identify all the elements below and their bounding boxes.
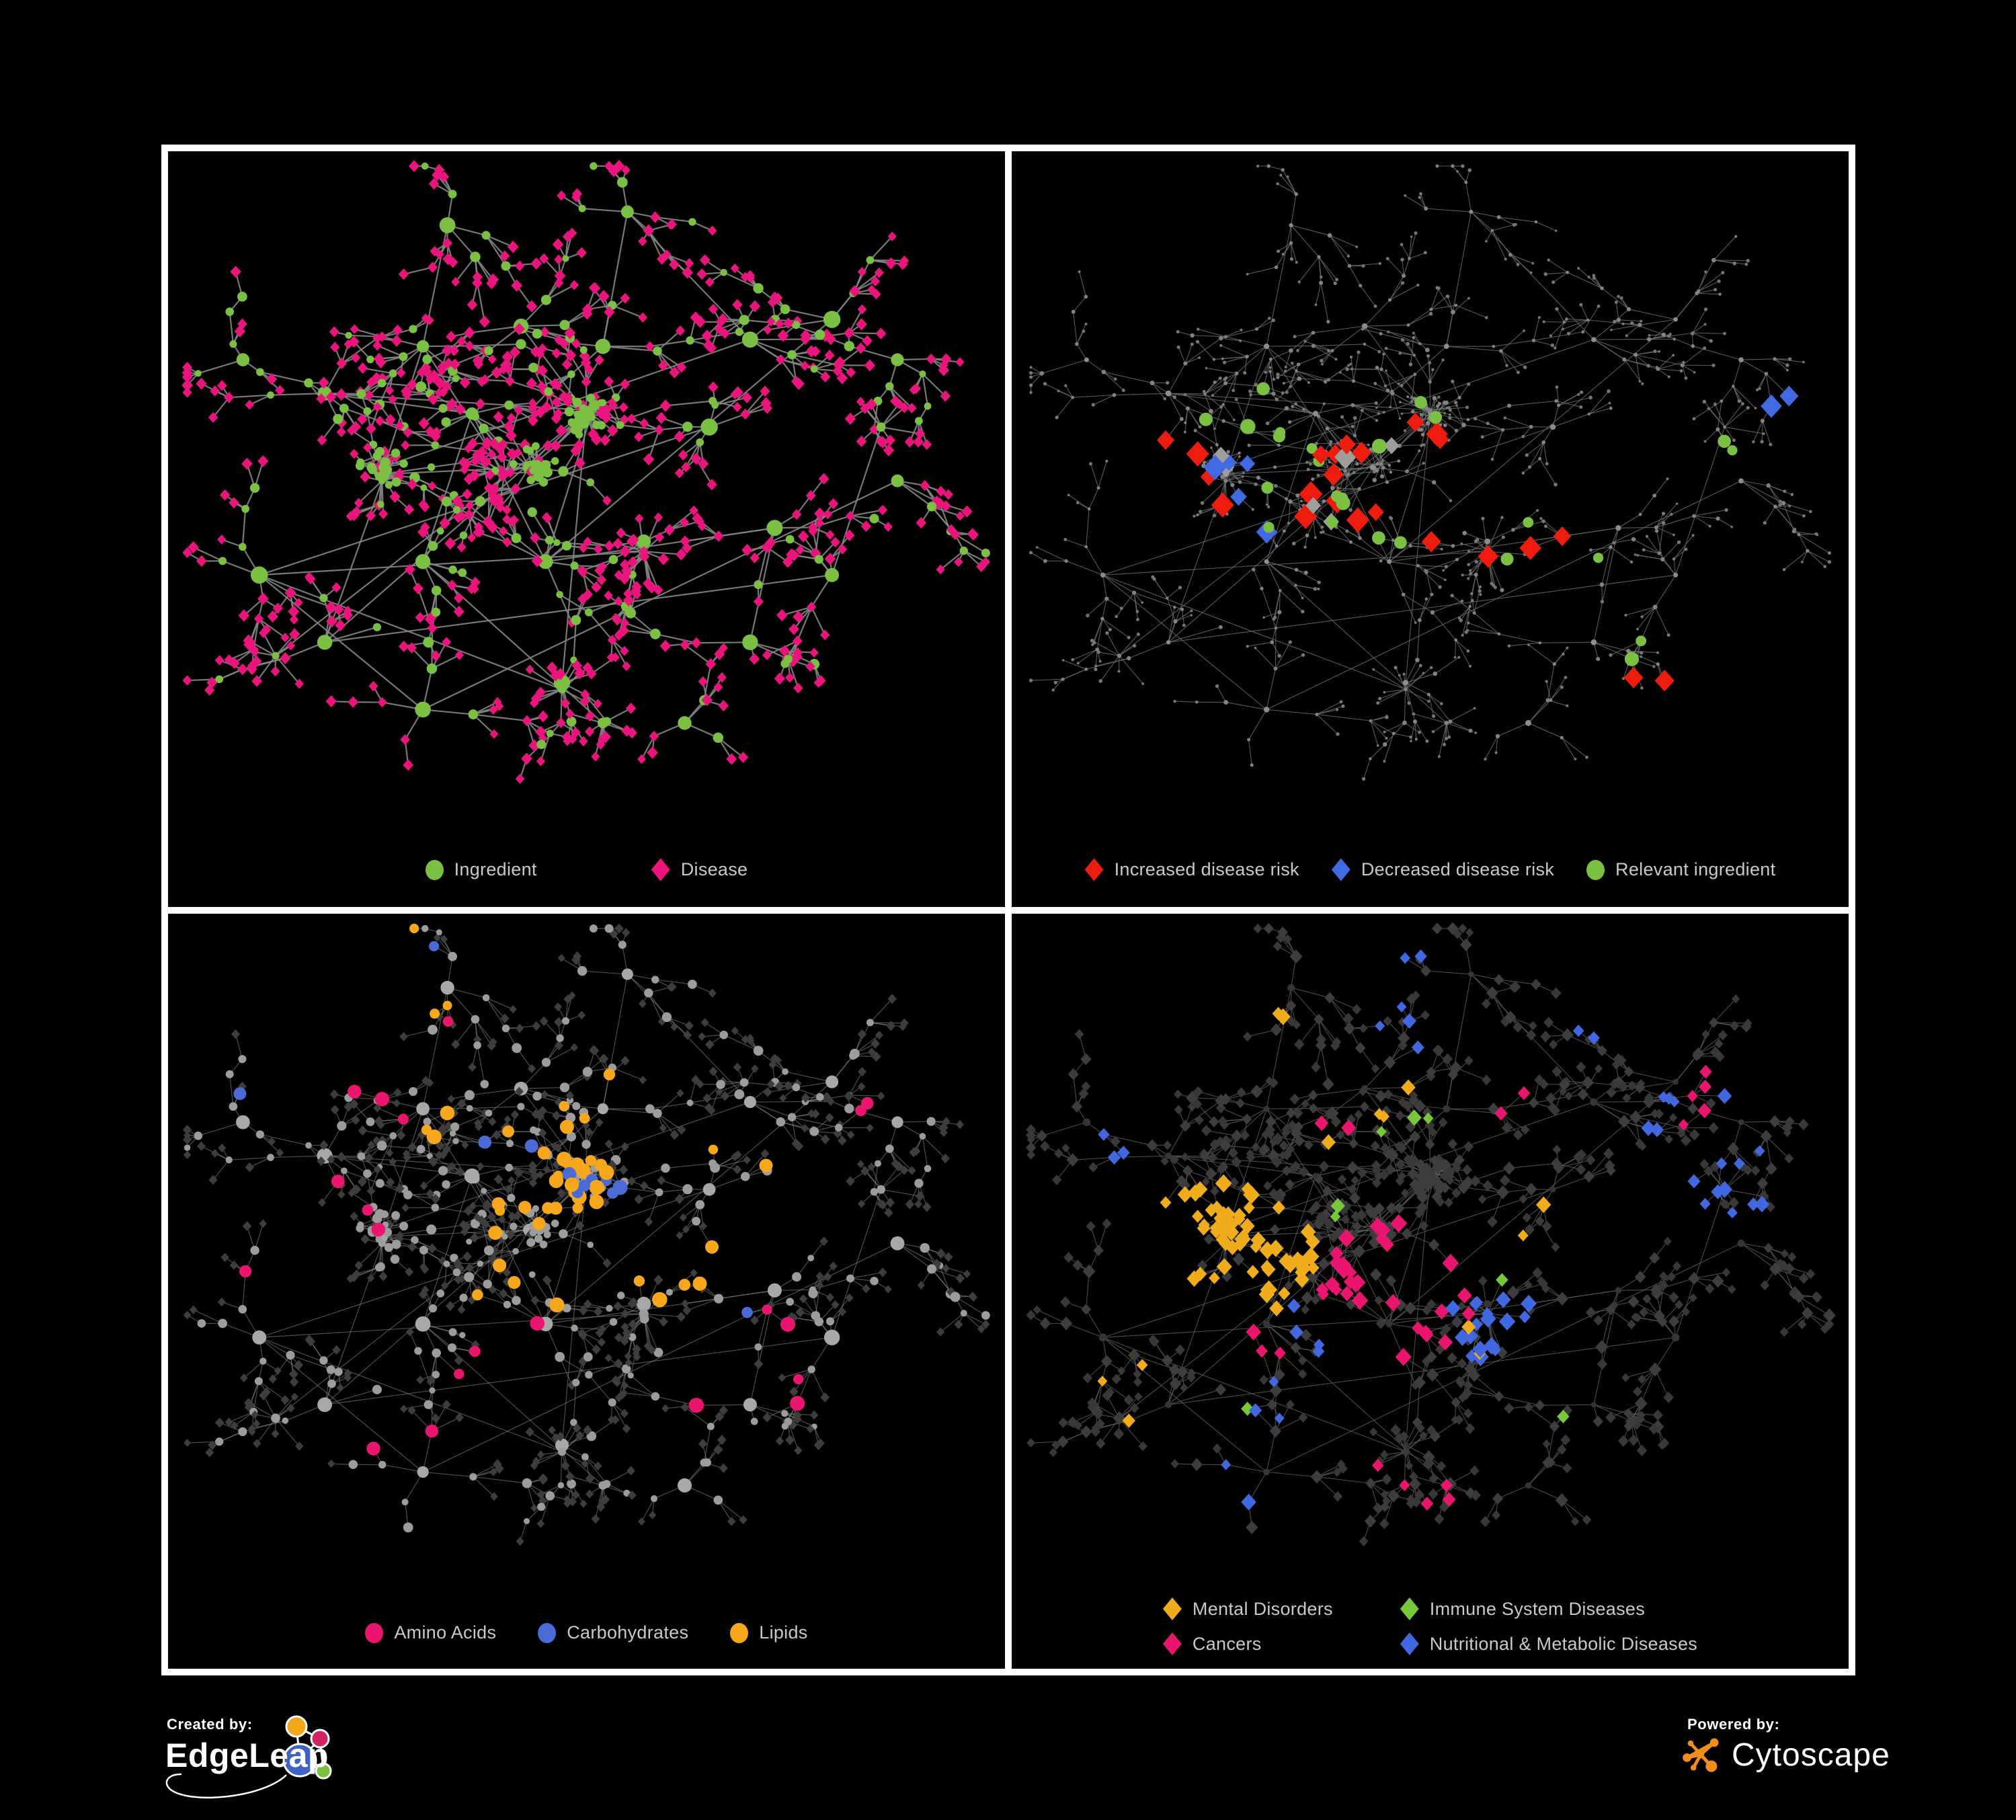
ingredient-disease-network-canvas xyxy=(182,159,991,785)
diamond-swatch-icon xyxy=(1084,858,1104,881)
edges xyxy=(1031,927,1830,1542)
legend-item: Lipids xyxy=(730,1622,807,1643)
legend-item: Increased disease risk xyxy=(1084,858,1299,881)
legend-label: Amino Acids xyxy=(394,1622,497,1643)
legend-label: Increased disease risk xyxy=(1114,859,1299,879)
edges xyxy=(187,927,986,1542)
edgeleap-swoosh xyxy=(165,1773,287,1798)
diamond-swatch-icon xyxy=(1331,858,1350,881)
legend-label: Lipids xyxy=(759,1622,808,1643)
legend-label: Decreased disease risk xyxy=(1361,859,1555,879)
highlighted-nodes xyxy=(1097,949,1770,1511)
legend-item: Relevant ingredient xyxy=(1586,859,1775,880)
legend-item: Disease xyxy=(651,858,748,881)
legend-label: Mental Disorders xyxy=(1192,1598,1333,1619)
legend-item: Immune System Diseases xyxy=(1400,1597,1697,1620)
legend-item: Cancers xyxy=(1162,1632,1333,1655)
diamond-swatch-icon xyxy=(1162,1632,1182,1655)
panel-disease-risk: Increased disease risk Decreased disease … xyxy=(1012,151,1849,907)
legend-item: Carbohydrates xyxy=(538,1622,688,1643)
legend-label: Nutritional & Metabolic Diseases xyxy=(1429,1633,1698,1654)
cytoscape-logo-icon xyxy=(1683,1738,1719,1772)
created-by-label: Created by: xyxy=(167,1716,253,1733)
legend-label: Relevant ingredient xyxy=(1615,859,1776,879)
panel-nutrient-classes: Amino Acids Carbohydrates Lipids xyxy=(168,913,1005,1669)
network-grid: Ingredient Disease Increased disease risk… xyxy=(161,145,1855,1675)
diamond-swatch-icon xyxy=(1162,1597,1182,1620)
legend-item: Mental Disorders xyxy=(1162,1597,1333,1620)
edgeleap-logo-icon xyxy=(165,1715,332,1798)
circle-swatch-icon xyxy=(1586,859,1605,880)
nodes xyxy=(182,923,990,1546)
legend-item: Amino Acids xyxy=(365,1622,496,1643)
nodes xyxy=(1026,922,1836,1546)
diamond-swatch-icon xyxy=(1400,1597,1419,1620)
ingredient-disease-legend: Ingredient Disease xyxy=(168,858,1005,881)
cytoscape-brand: Cytoscape xyxy=(1732,1737,1890,1773)
nutrient-classes-network-canvas xyxy=(182,923,990,1546)
edgeleap-network-glyph xyxy=(282,1715,332,1780)
circle-swatch-icon xyxy=(538,1622,557,1643)
circle-swatch-icon xyxy=(365,1622,384,1643)
edgeleap-brand: EdgeLeap xyxy=(165,1737,329,1774)
disease-risk-legend: Increased disease risk Decreased disease … xyxy=(1012,858,1849,881)
diamond-swatch-icon xyxy=(1400,1632,1419,1655)
legend-label: Ingredient xyxy=(454,859,537,879)
circle-swatch-icon xyxy=(730,1622,749,1643)
legend-label: Cancers xyxy=(1192,1633,1262,1654)
disease-categories-legend: Mental Disorders Immune System Diseases Ca… xyxy=(1012,1597,1849,1655)
disease-categories-network-canvas xyxy=(1026,922,1836,1546)
highlighted-nodes xyxy=(233,923,874,1456)
circle-swatch-icon xyxy=(425,859,444,880)
highlighted-nodes xyxy=(1156,382,1799,692)
powered-by-label: Powered by: xyxy=(1687,1716,1780,1733)
diamond-swatch-icon xyxy=(651,858,670,881)
edges xyxy=(186,165,986,779)
panel-disease-categories: Mental Disorders Immune System Diseases Ca… xyxy=(1012,913,1849,1669)
cytoscape-brand-row: Cytoscape xyxy=(1681,1733,1890,1776)
nutrient-classes-legend: Amino Acids Carbohydrates Lipids xyxy=(168,1622,1005,1643)
nodes xyxy=(1029,164,1832,781)
legend-item: Decreased disease risk xyxy=(1331,858,1555,881)
legend-label: Immune System Diseases xyxy=(1429,1598,1645,1619)
legend-item: Ingredient xyxy=(425,859,537,880)
legend-item: Nutritional & Metabolic Diseases xyxy=(1400,1632,1697,1655)
legend-label: Carbohydrates xyxy=(567,1622,689,1643)
disease-risk-network-canvas xyxy=(1029,164,1832,781)
edgeleap-credit: Created by: EdgeLeap xyxy=(159,1712,414,1813)
edges xyxy=(1031,165,1830,779)
nodes xyxy=(182,159,991,785)
panel-ingredient-disease: Ingredient Disease xyxy=(168,151,1005,907)
cytoscape-credit: Powered by: Cytoscape xyxy=(1678,1712,1900,1799)
legend-label: Disease xyxy=(680,859,748,879)
